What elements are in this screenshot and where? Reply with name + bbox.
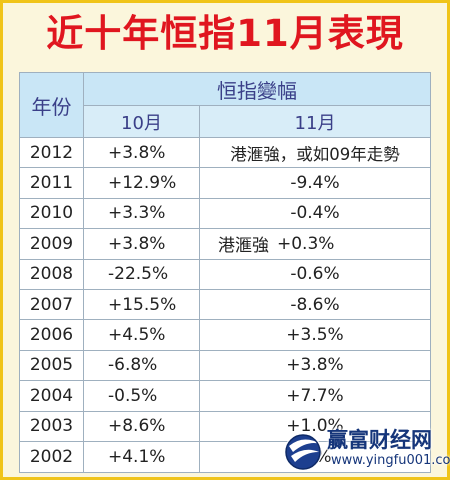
october-change-cell: -0.5% — [84, 381, 200, 411]
year-cell: 2005 — [20, 350, 84, 381]
october-change-cell: +8.6% — [84, 411, 200, 441]
october-change-cell: +3.8% — [84, 229, 200, 259]
november-change-cell: -0.6% — [290, 264, 340, 285]
year-cell: 2006 — [20, 320, 84, 350]
table-body: 2012 +3.8% 港滙強，或如09年走勢 2011 +12.9% -9.4%… — [20, 138, 430, 473]
row-note: 港滙強 — [218, 236, 269, 257]
header-index-change: 恒指變幅 — [84, 73, 430, 106]
year-cell: 2003 — [20, 411, 84, 441]
year-cell: 2004 — [20, 381, 84, 411]
year-cell: 2011 — [20, 168, 84, 198]
october-change-cell: +4.5% — [84, 320, 200, 350]
table-row: 2004 -0.5% +7.7% — [20, 381, 430, 412]
table-row: 2002 +4.1% -7% — [20, 441, 430, 473]
table-row: 2012 +3.8% 港滙強，或如09年走勢 — [20, 138, 430, 169]
november-change-cell: +3.8% — [286, 355, 344, 376]
year-cell: 2007 — [20, 289, 84, 320]
year-cell: 2002 — [20, 441, 84, 473]
november-change-cell: +3.5% — [286, 325, 344, 346]
year-cell: 2008 — [20, 259, 84, 289]
row-note: 港滙強，或如09年走勢 — [230, 144, 400, 164]
table-row: 2005 -6.8% +3.8% — [20, 350, 430, 382]
november-change-cell: +1.0% — [286, 416, 344, 437]
hsi-november-table: 年份 恒指變幅 10月 11月 2012 +3.8% 港滙強，或如09年走勢 2… — [19, 72, 431, 473]
november-change-cell: -0.4% — [290, 203, 340, 224]
november-change-cell: -9.4% — [290, 173, 340, 194]
table-row: 2008 -22.5% -0.6% — [20, 259, 430, 290]
october-change-cell: +4.1% — [84, 441, 200, 473]
table-row: 2009 +3.8% 港滙強 +0.3% — [20, 229, 430, 260]
october-change-cell: +3.3% — [84, 198, 200, 229]
table-row: 2006 +4.5% +3.5% — [20, 320, 430, 351]
page-title: 近十年恒指11月表現 — [46, 12, 404, 55]
year-cell: 2010 — [20, 198, 84, 229]
october-change-cell: +3.8% — [84, 138, 200, 168]
table-row: 2011 +12.9% -9.4% — [20, 168, 430, 199]
header-november: 11月 — [200, 106, 430, 138]
november-change-cell: 港滙強 +0.3% — [200, 229, 430, 258]
table-row: 2003 +8.6% +1.0% — [20, 411, 430, 442]
year-cell: 2009 — [20, 229, 84, 259]
november-change-cell: -8.6% — [290, 294, 340, 315]
october-change-cell: -6.8% — [84, 350, 200, 381]
october-change-cell: -22.5% — [84, 259, 200, 289]
header-year: 年份 — [20, 73, 84, 138]
november-change-cell: -7% — [298, 447, 332, 468]
header-october: 10月 — [84, 106, 200, 138]
october-change-cell: +12.9% — [84, 168, 200, 198]
october-change-cell: +15.5% — [84, 289, 200, 320]
table-row: 2007 +15.5% -8.6% — [20, 289, 430, 321]
november-value: +0.3% — [277, 233, 335, 254]
year-cell: 2012 — [20, 138, 84, 168]
november-change-cell: 港滙強，或如09年走勢 — [200, 138, 430, 167]
table-row: 2010 +3.3% -0.4% — [20, 198, 430, 230]
november-change-cell: +7.7% — [286, 385, 344, 406]
